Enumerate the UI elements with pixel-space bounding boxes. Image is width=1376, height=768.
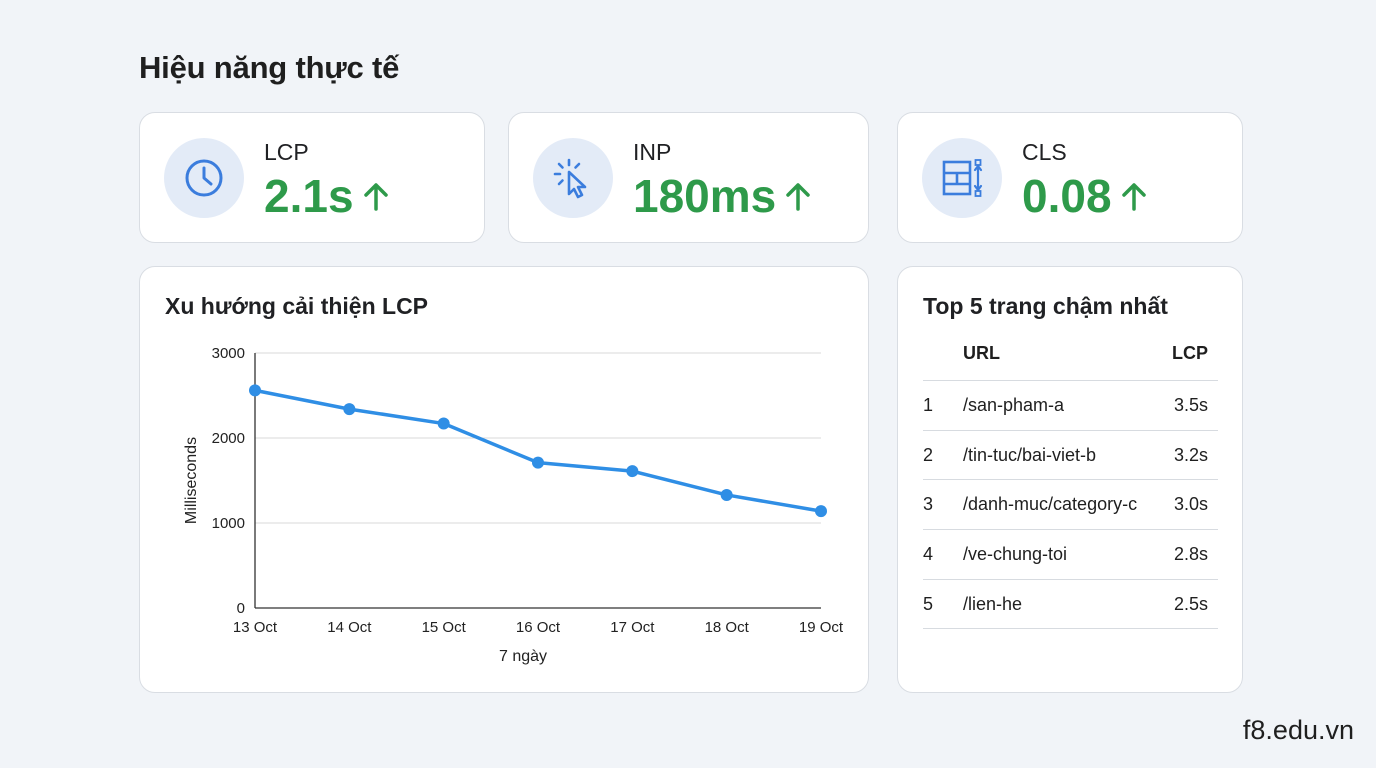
y-tick-label: 0 xyxy=(237,600,245,617)
metric-value: 180ms xyxy=(633,169,810,223)
row-url[interactable]: /tin-tuc/bai-viet-b xyxy=(963,444,1097,465)
data-point xyxy=(720,488,733,501)
x-axis-label: 7 ngày xyxy=(499,648,547,665)
arrow-up-icon xyxy=(363,181,388,211)
row-index: 3 xyxy=(923,494,934,515)
row-url[interactable]: /lien-he xyxy=(963,593,1023,614)
row-lcp: 2.8s xyxy=(1173,543,1208,564)
metric-value: 2.1s xyxy=(264,169,388,223)
row-lcp: 3.2s xyxy=(1173,444,1208,465)
table-row[interactable]: 2 /tin-tuc/bai-viet-b 3.2s xyxy=(923,431,1218,481)
x-tick-label: 14 Oct xyxy=(327,619,372,636)
layout-shift-icon xyxy=(922,138,1002,218)
lcp-trend-chart: 0 1000 2000 3000 13 Oct 14 Oct 15 Oct 16 Oct 17 … xyxy=(183,345,844,665)
metric-value-text: 180ms xyxy=(633,170,777,222)
header-lcp: LCP xyxy=(1172,343,1208,363)
x-tick-label: 19 Oct xyxy=(799,619,844,636)
row-index: 1 xyxy=(923,394,934,415)
table-row[interactable]: 1 /san-pham-a 3.5s xyxy=(923,381,1218,431)
data-point xyxy=(249,384,261,397)
page-title: Hiệu năng thực tế xyxy=(139,50,400,85)
metric-value-text: 2.1s xyxy=(264,170,354,222)
lcp-trend-card: Xu hướng cải thiện LCP 0 1000 2000 3000 13 O… xyxy=(139,266,869,693)
table-header: URL LCP xyxy=(923,343,1218,381)
row-index: 5 xyxy=(923,593,934,614)
metric-value-text: 0.08 xyxy=(1022,170,1112,222)
x-tick-label: 18 Oct xyxy=(705,619,750,636)
metric-value: 0.08 xyxy=(1022,169,1146,223)
row-lcp: 3.0s xyxy=(1173,494,1208,515)
watermark: f8.edu.vn xyxy=(1242,715,1354,745)
table-row[interactable]: 5 /lien-he 2.5s xyxy=(923,580,1218,630)
x-tick-label: 16 Oct xyxy=(516,619,561,636)
data-point xyxy=(815,505,827,518)
chart-title: Xu hướng cải thiện LCP xyxy=(165,293,429,319)
metric-name: INP xyxy=(633,139,672,165)
table-title: Top 5 trang chậm nhất xyxy=(923,293,1168,319)
series-line xyxy=(253,388,823,513)
header-url: URL xyxy=(963,343,1000,363)
row-index: 4 xyxy=(923,543,934,564)
metric-name: CLS xyxy=(1022,139,1067,165)
row-url[interactable]: /danh-muc/category-c xyxy=(963,494,1138,515)
x-tick-label: 17 Oct xyxy=(610,619,655,636)
row-index: 2 xyxy=(923,444,934,465)
x-tick-label: 15 Oct xyxy=(422,619,467,636)
slowest-pages-card: Top 5 trang chậm nhất URL LCP 1 /san-pha… xyxy=(897,266,1243,693)
data-point xyxy=(532,456,544,469)
arrow-up-icon xyxy=(786,181,810,211)
row-url[interactable]: /san-pham-a xyxy=(963,394,1065,415)
data-point xyxy=(437,417,450,430)
slowest-pages-table: URL LCP 1 /san-pham-a 3.5s 2 /tin-tuc/ba… xyxy=(923,343,1218,630)
metric-name: LCP xyxy=(264,139,309,165)
row-lcp: 3.5s xyxy=(1173,394,1208,415)
table-row[interactable]: 4 /ve-chung-toi 2.8s xyxy=(923,530,1218,580)
y-tick-label: 3000 xyxy=(212,345,245,362)
row-url[interactable]: /ve-chung-toi xyxy=(963,543,1068,564)
row-lcp: 2.5s xyxy=(1173,593,1208,614)
metric-card-inp: INP 180ms xyxy=(508,112,869,243)
data-point xyxy=(626,465,639,478)
y-axis-label: Milliseconds xyxy=(183,437,200,524)
x-tick-label: 13 Oct xyxy=(233,619,278,636)
clock-icon xyxy=(164,138,244,218)
cursor-click-icon xyxy=(533,138,613,218)
y-tick-label: 1000 xyxy=(212,515,245,532)
metric-card-lcp: LCP 2.1s xyxy=(139,112,485,243)
metric-card-cls: CLS 0.08 xyxy=(897,112,1243,243)
table-row[interactable]: 3 /danh-muc/category-c 3.0s xyxy=(923,480,1218,531)
y-tick-label: 2000 xyxy=(212,430,245,447)
data-point xyxy=(343,403,356,416)
arrow-up-icon xyxy=(1121,181,1146,211)
